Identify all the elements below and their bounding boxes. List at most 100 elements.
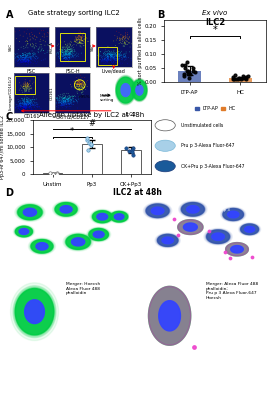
Point — [79, 34, 84, 41]
Point — [22, 85, 26, 92]
Point — [78, 29, 83, 35]
Point — [28, 61, 33, 67]
Point — [67, 54, 71, 61]
Point — [65, 51, 70, 58]
Point — [80, 89, 84, 96]
Point — [60, 102, 64, 108]
Point — [117, 53, 121, 60]
Point — [15, 102, 19, 108]
Point — [67, 98, 72, 104]
Point — [67, 43, 72, 50]
Point — [25, 96, 29, 103]
Point — [46, 42, 50, 48]
Point — [12, 50, 16, 57]
Point — [15, 102, 19, 108]
Point — [17, 102, 21, 108]
Point — [77, 94, 81, 100]
Point — [58, 99, 63, 106]
Point — [54, 100, 59, 106]
Point — [76, 81, 81, 87]
Polygon shape — [30, 239, 54, 254]
Point — [63, 41, 68, 48]
Point — [64, 96, 68, 102]
Point — [26, 81, 30, 87]
Point — [101, 58, 105, 64]
Point — [79, 35, 84, 41]
Point — [64, 100, 69, 106]
Point — [22, 102, 27, 109]
Point — [28, 42, 32, 49]
Point — [18, 104, 23, 111]
Point — [69, 48, 73, 55]
Point — [117, 57, 122, 64]
Point — [64, 51, 68, 57]
Point — [64, 56, 69, 62]
Point — [69, 93, 74, 99]
Point — [63, 54, 67, 60]
Point — [27, 54, 32, 60]
Point — [60, 53, 65, 60]
Point — [61, 101, 65, 108]
Point — [110, 54, 115, 61]
Point — [39, 44, 43, 50]
Point — [62, 46, 66, 53]
Point — [67, 101, 72, 108]
Point — [104, 52, 108, 59]
Circle shape — [155, 120, 175, 131]
Point — [29, 56, 33, 62]
Text: Merger: Alexa Fluor 488
phalloidin;
Pru p 3 Alexa Fluor-647
Hoecsh: Merger: Alexa Fluor 488 phalloidin; Pru … — [206, 282, 258, 300]
Point — [24, 101, 28, 108]
Point — [61, 97, 65, 104]
Point — [23, 92, 28, 99]
Point — [22, 55, 27, 62]
Point — [79, 35, 84, 41]
Point — [73, 55, 77, 61]
Point — [60, 92, 64, 98]
Point — [76, 80, 80, 86]
Point — [192, 344, 196, 350]
Point — [27, 100, 32, 107]
Point — [20, 59, 24, 66]
Point — [36, 101, 40, 107]
Point — [24, 84, 29, 90]
Point — [26, 97, 31, 103]
Point — [60, 49, 65, 56]
Point — [78, 40, 83, 46]
Point — [21, 58, 25, 64]
Point — [21, 56, 25, 63]
Point — [67, 53, 72, 59]
Point — [114, 59, 118, 66]
Point — [66, 52, 70, 59]
Point — [63, 52, 68, 58]
Point — [82, 31, 86, 37]
Point — [35, 104, 40, 110]
Point — [36, 54, 40, 61]
Point — [22, 95, 27, 102]
Point — [105, 53, 109, 60]
Point — [119, 52, 124, 58]
Point — [17, 27, 22, 34]
Point — [244, 76, 248, 82]
Point — [17, 87, 21, 93]
Point — [68, 49, 72, 56]
Point — [26, 82, 30, 88]
Point — [67, 102, 71, 108]
Point — [114, 57, 118, 64]
Point — [61, 91, 65, 97]
Point — [25, 38, 30, 45]
Point — [22, 58, 26, 64]
Point — [61, 53, 65, 59]
Point — [76, 76, 81, 82]
Point — [67, 45, 71, 51]
Polygon shape — [65, 234, 92, 250]
Point — [27, 57, 32, 64]
Point — [80, 84, 85, 91]
Point — [105, 52, 109, 58]
Point — [73, 58, 77, 64]
Point — [26, 58, 31, 64]
Point — [25, 50, 30, 57]
Point — [84, 34, 89, 40]
Point — [63, 55, 67, 61]
Point — [126, 35, 130, 42]
Point — [75, 80, 80, 87]
